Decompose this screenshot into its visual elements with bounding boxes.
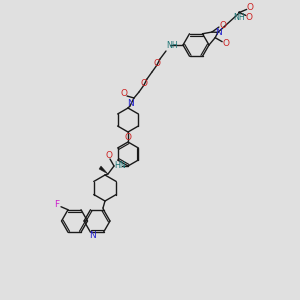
Text: O: O bbox=[106, 152, 112, 160]
Text: O: O bbox=[223, 39, 230, 48]
Text: NH: NH bbox=[233, 13, 245, 22]
Text: O: O bbox=[219, 21, 226, 30]
Text: F: F bbox=[54, 200, 60, 209]
Text: O: O bbox=[154, 59, 160, 68]
Text: N: N bbox=[89, 231, 96, 240]
Text: O: O bbox=[245, 13, 252, 22]
Text: HN: HN bbox=[114, 161, 126, 170]
Text: NH: NH bbox=[166, 40, 178, 50]
Polygon shape bbox=[99, 166, 108, 174]
Text: O: O bbox=[246, 3, 253, 12]
Text: O: O bbox=[124, 133, 131, 142]
Text: O: O bbox=[121, 89, 128, 98]
Text: N: N bbox=[127, 100, 134, 109]
Text: O: O bbox=[140, 80, 148, 88]
Text: N: N bbox=[215, 28, 222, 37]
